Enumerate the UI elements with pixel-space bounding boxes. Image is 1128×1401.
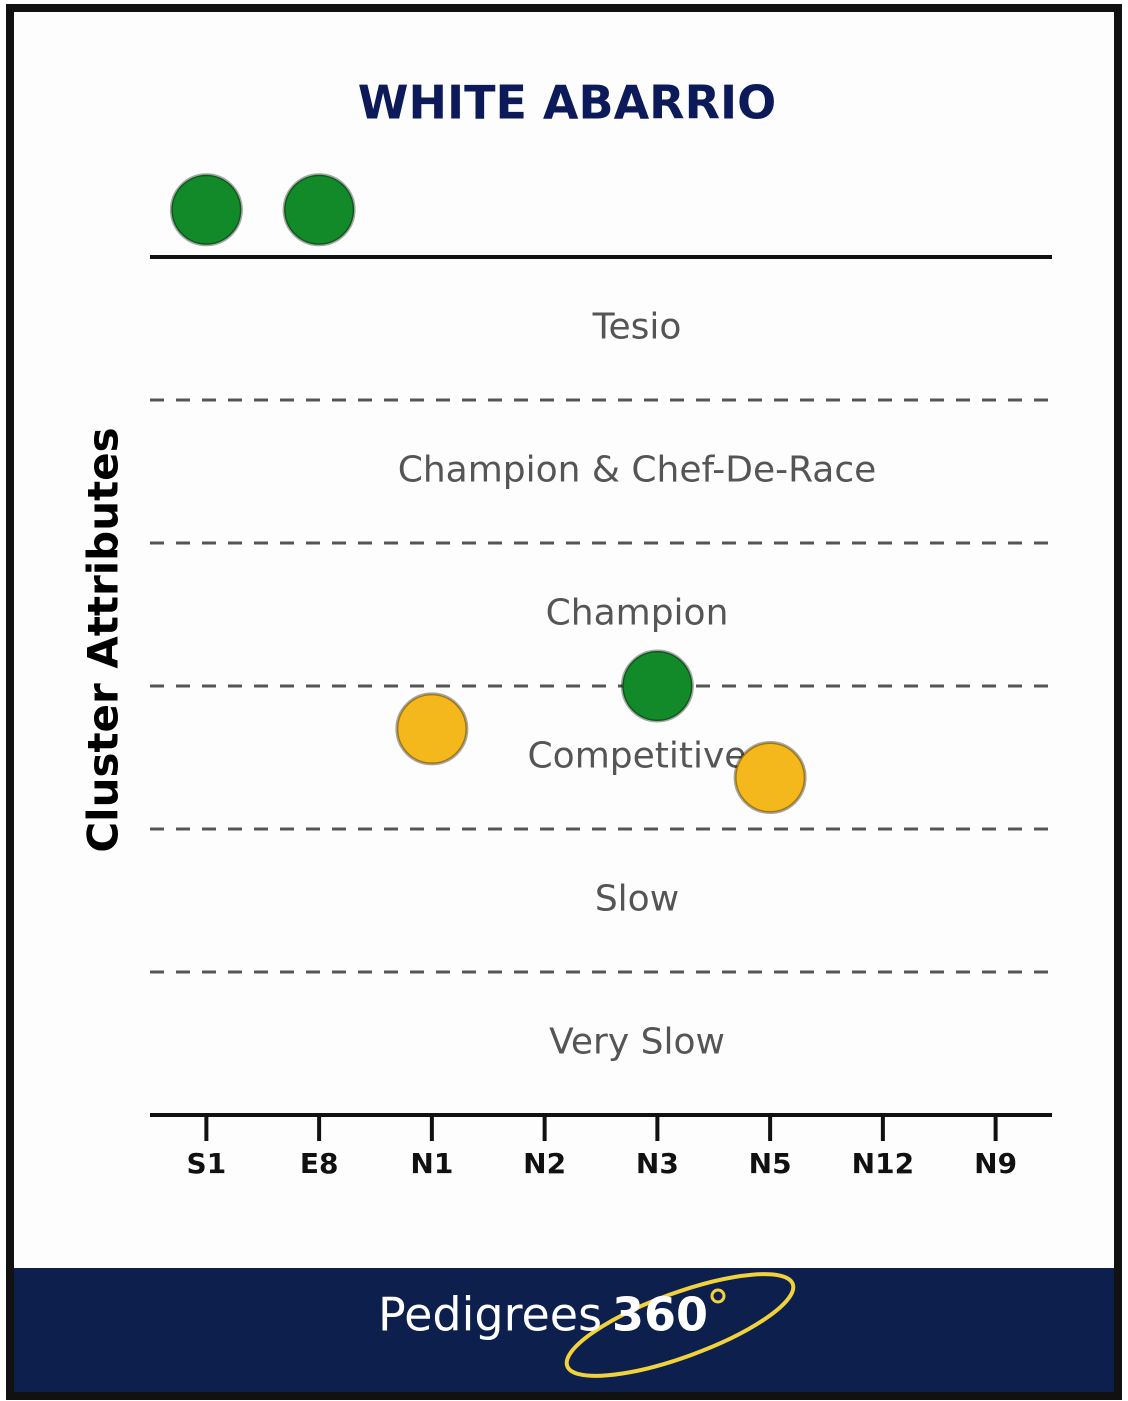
footer-band: [14, 1268, 1114, 1392]
band-label: Champion: [546, 593, 729, 634]
brand: Pedigrees: [378, 1288, 602, 1342]
logo-orbit: [564, 1272, 796, 1378]
point: [395, 692, 469, 766]
point: [282, 173, 356, 247]
point: [733, 741, 807, 815]
y-axis-label: Cluster Attributes: [79, 427, 128, 852]
x-tick-label: N12: [852, 1147, 914, 1180]
x-tick-label: N1: [410, 1147, 453, 1180]
brand-number: 360: [612, 1288, 708, 1342]
x-tick-label: N5: [749, 1147, 792, 1180]
point: [169, 173, 243, 247]
chart-title: WHITE ABARRIO: [358, 76, 777, 130]
point: [620, 649, 694, 723]
x-tick-label: N2: [523, 1147, 566, 1180]
band-label: Slow: [595, 879, 679, 920]
x-tick-label: N3: [636, 1147, 679, 1180]
band-label: Tesio: [592, 307, 682, 348]
band-label: Very Slow: [549, 1022, 725, 1063]
band-label: Champion & Chef-De-Race: [398, 450, 877, 491]
x-tick-label: S1: [187, 1147, 227, 1180]
x-tick-label: E8: [300, 1147, 339, 1180]
x-tick-label: N9: [974, 1147, 1017, 1180]
logo-dot: [710, 1288, 726, 1304]
band-label: Competitive: [528, 736, 747, 777]
